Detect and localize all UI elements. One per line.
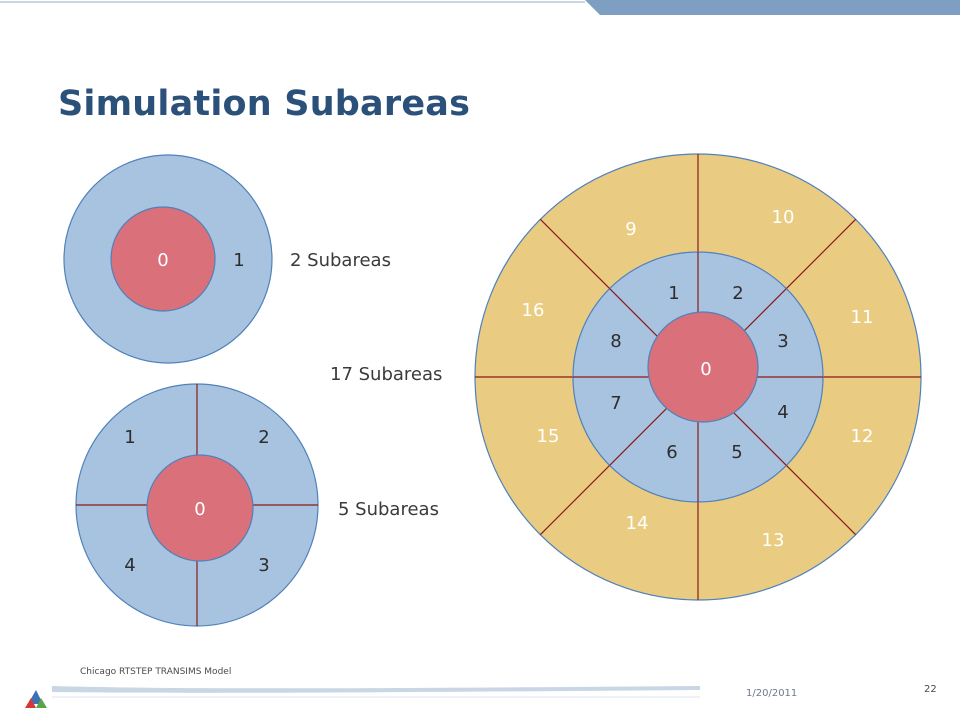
center-circle [146, 454, 254, 562]
outer-dividers [475, 154, 921, 600]
subarea-label-9: 9 [625, 219, 636, 240]
subarea-label-3: 3 [777, 331, 788, 352]
subarea-label-6: 6 [666, 442, 677, 463]
subarea-label-0: 0 [700, 359, 711, 380]
subarea-label-1: 1 [233, 250, 244, 271]
diagram-2-subareas: 0 1 [63, 154, 273, 364]
subarea-label-2: 2 [732, 283, 743, 304]
header-bar [585, 0, 960, 15]
page-title: Simulation Subareas [58, 84, 471, 124]
subarea-label-2: 2 [258, 427, 269, 448]
page-number: 22 [924, 684, 937, 695]
subarea-label-4: 4 [124, 555, 135, 576]
center-circle [647, 311, 759, 423]
subarea-label-15: 15 [537, 426, 560, 447]
subarea-label-1: 1 [668, 283, 679, 304]
center-circle [110, 206, 216, 312]
footer-logo [25, 690, 47, 708]
outer-divider-line [785, 464, 857, 536]
subarea-label-8: 8 [610, 331, 621, 352]
subarea-label-14: 14 [626, 513, 649, 534]
subarea-label-4: 4 [777, 402, 788, 423]
caption-17-subareas: 17 Subareas [330, 364, 442, 385]
diagram-5-subareas: 0 1 2 3 4 [75, 383, 319, 627]
subarea-label-10: 10 [772, 207, 795, 228]
subarea-label-5: 5 [731, 442, 742, 463]
subarea-label-16: 16 [522, 300, 545, 321]
subarea-label-3: 3 [258, 555, 269, 576]
subarea-label-13: 13 [762, 530, 785, 551]
diagram-17-subareas: 0 1 2 3 4 5 6 7 8 9 10 11 12 13 14 15 16 [474, 153, 922, 601]
subarea-label-0: 0 [194, 499, 205, 520]
caption-5-subareas: 5 Subareas [338, 499, 439, 520]
logo-triangle-red [25, 698, 36, 708]
outer-divider-line [785, 218, 857, 290]
footer-text: Chicago RTSTEP TRANSIMS Model [80, 667, 232, 677]
outer-divider-line [539, 464, 611, 536]
caption-2-subareas: 2 Subareas [290, 250, 391, 271]
footer-swoosh [52, 686, 700, 693]
footer-date: 1/20/2011 [746, 688, 798, 699]
subarea-label-1: 1 [124, 427, 135, 448]
subarea-label-12: 12 [851, 426, 874, 447]
logo-triangle-green [36, 698, 47, 708]
subarea-label-11: 11 [851, 307, 874, 328]
subarea-label-7: 7 [610, 393, 621, 414]
outer-divider-line [539, 218, 611, 290]
subarea-label-0: 0 [157, 250, 168, 271]
